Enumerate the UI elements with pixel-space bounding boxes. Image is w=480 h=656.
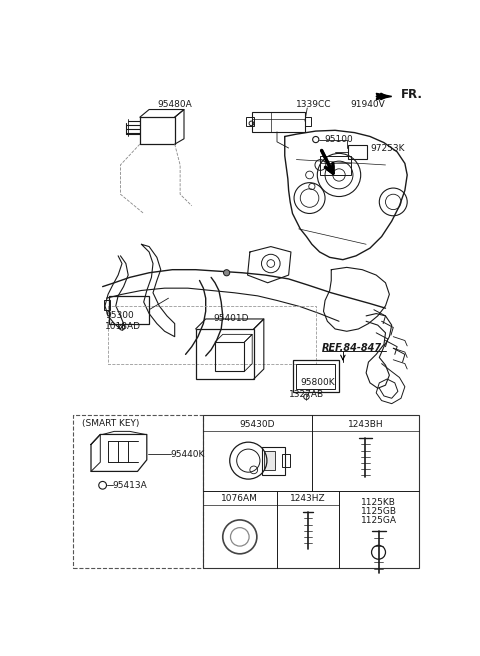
Bar: [348, 145, 367, 159]
Bar: [104, 300, 110, 310]
Text: 95100: 95100: [324, 135, 353, 144]
Text: FR.: FR.: [401, 88, 423, 100]
Bar: [215, 342, 244, 371]
FancyArrowPatch shape: [322, 150, 333, 174]
Bar: [296, 363, 335, 389]
Text: 1125KB: 1125KB: [361, 498, 396, 506]
Bar: [204, 415, 419, 567]
Text: 1076AM: 1076AM: [221, 494, 258, 503]
Bar: [282, 455, 290, 467]
Text: 1339CC: 1339CC: [296, 100, 331, 109]
Circle shape: [224, 270, 230, 276]
Bar: [320, 155, 350, 175]
Text: 95800K: 95800K: [300, 378, 335, 386]
Text: (SMART KEY): (SMART KEY): [82, 419, 139, 428]
Text: 91940V: 91940V: [350, 100, 385, 109]
Bar: [262, 447, 285, 474]
Bar: [305, 117, 311, 127]
Text: 95430D: 95430D: [240, 420, 276, 429]
Bar: [246, 117, 254, 127]
Text: 1243BH: 1243BH: [348, 420, 383, 429]
Bar: [292, 359, 339, 392]
Text: 97253K: 97253K: [370, 144, 405, 152]
Text: 95440K: 95440K: [171, 450, 205, 459]
Polygon shape: [376, 93, 392, 100]
Bar: [264, 451, 276, 470]
Text: 1125GA: 1125GA: [360, 516, 396, 525]
Bar: [196, 329, 254, 379]
Bar: [252, 112, 305, 132]
Text: REF.84-847: REF.84-847: [322, 343, 382, 353]
Text: 1125GB: 1125GB: [360, 507, 396, 516]
Text: 95413A: 95413A: [113, 481, 147, 490]
Text: 95480A: 95480A: [157, 100, 192, 109]
Text: 95401D: 95401D: [214, 314, 249, 323]
Bar: [109, 296, 149, 323]
Text: 1018AD: 1018AD: [105, 322, 141, 331]
Text: 1243HZ: 1243HZ: [290, 494, 326, 503]
Bar: [73, 415, 204, 567]
Text: 1327AB: 1327AB: [289, 390, 324, 399]
Text: 95300: 95300: [105, 312, 134, 320]
